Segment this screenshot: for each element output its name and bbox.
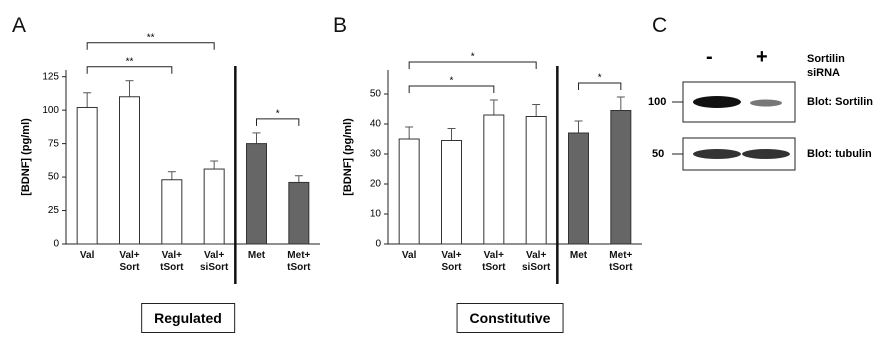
y-tick-label: 50: [48, 172, 60, 183]
blot-band: [693, 149, 741, 159]
y-tick-label: 125: [42, 71, 59, 82]
panel-label: C: [652, 14, 667, 38]
lane-label: -: [706, 50, 713, 64]
y-tick-label: 20: [370, 179, 382, 190]
significance-label: *: [450, 76, 454, 87]
significance-label: *: [598, 73, 602, 84]
significance-bracket: [409, 86, 494, 93]
significance-label: *: [276, 109, 280, 120]
significance-label: *: [471, 52, 475, 63]
x-tick-label: Met+ tSort: [287, 250, 310, 274]
y-tick-label: 100: [42, 105, 59, 116]
blot-band: [693, 96, 741, 108]
marker-label: 50: [652, 147, 664, 161]
bar: [77, 107, 97, 244]
x-tick-label: Met+ tSort: [609, 250, 632, 274]
significance-label: **: [147, 32, 155, 43]
blot-band: [750, 100, 782, 107]
x-tick-label: Val: [402, 250, 416, 262]
significance-label: **: [126, 56, 134, 67]
x-tick-label: Val: [80, 250, 94, 262]
x-tick-label: Val+ Sort: [119, 250, 139, 274]
figure: 0255075100125[BDNF] (pg/ml)*****01020304…: [0, 0, 893, 337]
marker-label: 100: [648, 95, 666, 109]
bar: [611, 111, 631, 245]
bar: [289, 182, 309, 244]
y-tick-label: 0: [375, 239, 381, 250]
x-tick-label: Val+ tSort: [482, 250, 505, 274]
y-axis-label: [BDNF] (pg/ml): [342, 118, 354, 196]
significance-bracket: [87, 43, 214, 50]
bar: [569, 133, 589, 244]
significance-bracket: [257, 119, 299, 126]
y-tick-label: 50: [370, 89, 382, 100]
y-tick-label: 30: [370, 149, 382, 160]
caption: Constitutive: [457, 303, 564, 333]
x-tick-label: Val+ siSort: [200, 250, 228, 274]
bar: [247, 144, 267, 244]
panel-label: B: [333, 14, 347, 38]
blot-row-label: Blot: tubulin: [807, 147, 872, 161]
lane-label: +: [756, 50, 768, 64]
blot-band: [742, 149, 790, 159]
x-tick-label: Met: [248, 250, 265, 262]
y-tick-label: 10: [370, 209, 382, 220]
bar: [399, 139, 419, 244]
y-tick-label: 40: [370, 119, 382, 130]
x-tick-label: Met: [570, 250, 587, 262]
x-tick-label: Val+ siSort: [522, 250, 550, 274]
bar: [442, 141, 462, 245]
bar: [204, 169, 224, 244]
significance-bracket: [87, 67, 172, 74]
bar: [162, 180, 182, 244]
significance-bracket: [579, 83, 621, 90]
panel-label: A: [12, 14, 26, 38]
bar: [120, 97, 140, 244]
x-tick-label: Val+ tSort: [160, 250, 183, 274]
blot-row-label: Blot: Sortilin: [807, 95, 873, 109]
bar: [526, 117, 546, 245]
y-tick-label: 75: [48, 138, 60, 149]
y-tick-label: 0: [53, 239, 59, 250]
y-tick-label: 25: [48, 205, 60, 216]
y-axis-label: [BDNF] (pg/ml): [20, 118, 32, 196]
bar: [484, 115, 504, 244]
caption: Regulated: [141, 303, 235, 333]
treatment-label: Sortilin siRNA: [807, 52, 845, 80]
x-tick-label: Val+ Sort: [441, 250, 461, 274]
significance-bracket: [409, 62, 536, 69]
